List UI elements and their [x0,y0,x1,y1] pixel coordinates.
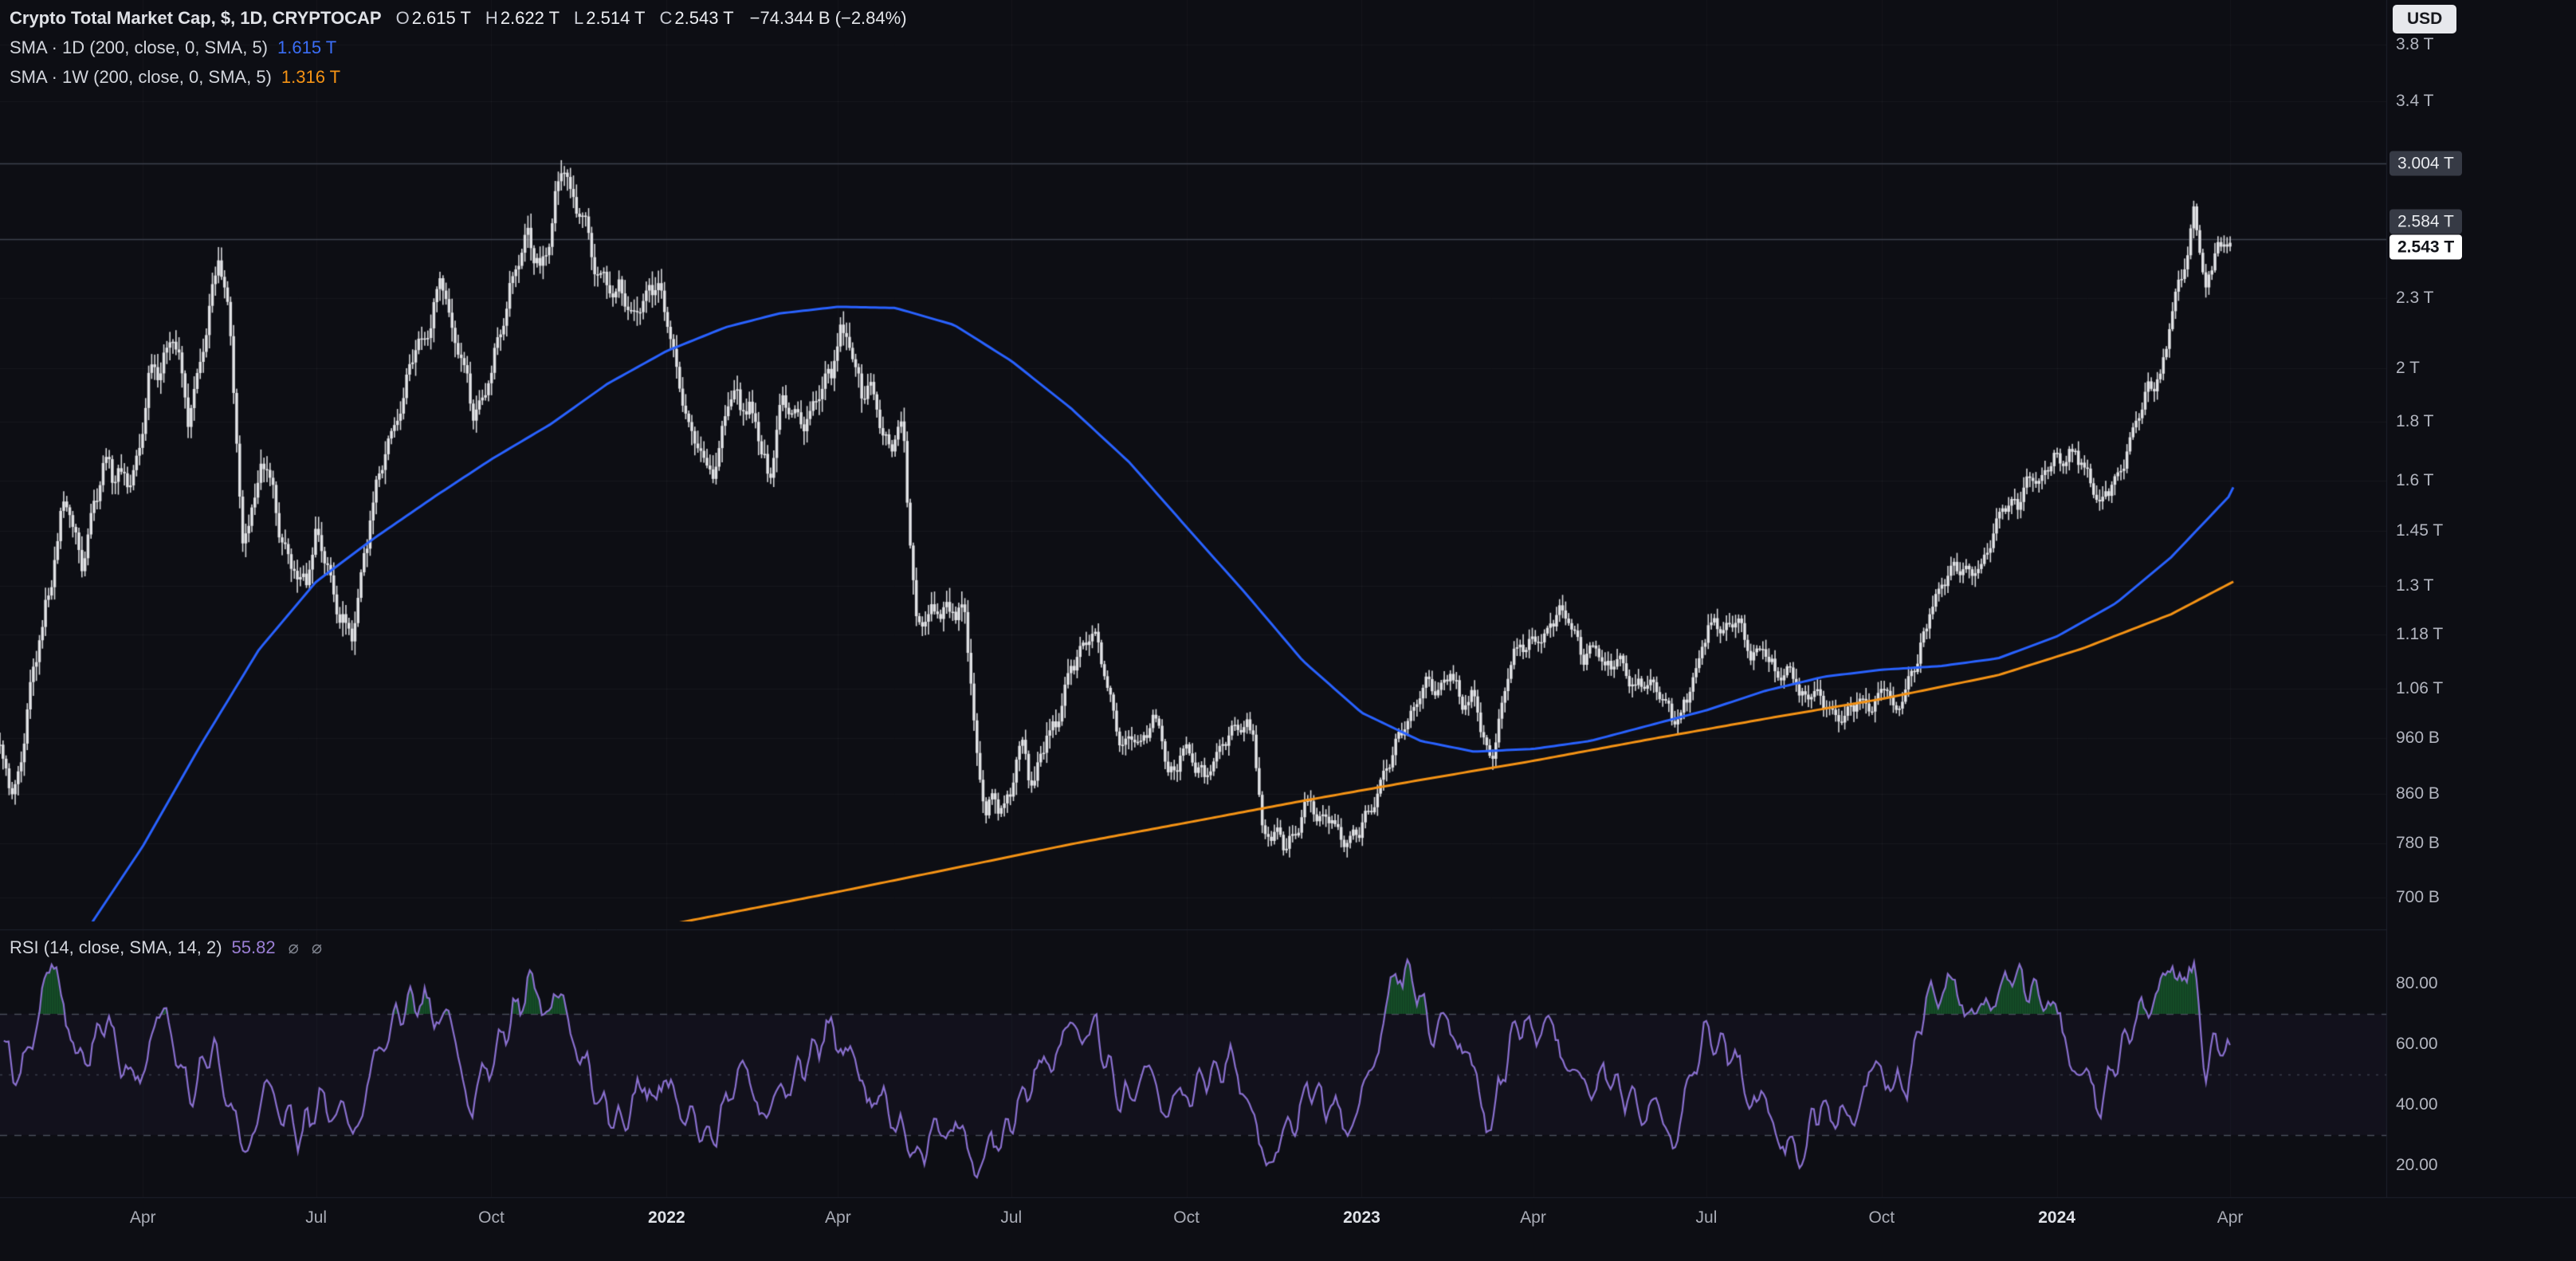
time-tick-label: Jul [1000,1208,1023,1227]
ohlc-high-value: 2.622 T [500,7,560,28]
rsi-value: 55.82 [231,937,276,957]
price-tick-label: 1.06 T [2396,678,2444,697]
indicator-row-sma-1d[interactable]: SMA · 1D (200, close, 0, SMA, 5) 1.615 T [10,33,907,62]
main-legend: Crypto Total Market Cap, $, 1D, CRYPTOCA… [10,3,907,92]
price-tick-label: 1.8 T [2396,411,2434,430]
rsi-tick-label: 80.00 [2396,974,2438,992]
ohlc-high-label: H [485,7,498,28]
time-tick-label: Oct [478,1208,505,1227]
symbol-title[interactable]: Crypto Total Market Cap, $, 1D, CRYPTOCA… [10,7,382,28]
price-tick-label: 2.3 T [2396,288,2434,307]
time-tick-label: 2022 [647,1208,685,1227]
ohlc-close-value: 2.543 T [674,7,734,28]
rsi-tick-label: 40.00 [2396,1095,2438,1114]
currency-button[interactable]: USD [2393,5,2457,33]
sma-1d-value: 1.615 T [277,37,337,57]
time-tick-label: 2023 [1343,1208,1380,1227]
sma-1w-label: SMA · 1W (200, close, 0, SMA, 5) [10,66,272,87]
ohlc-low-value: 2.514 T [586,7,646,28]
rsi-tick-label: 60.00 [2396,1035,2438,1053]
time-tick-label: Apr [2217,1208,2244,1227]
last-price-label: 2.543 T [2389,234,2463,260]
time-tick-label: Apr [825,1208,851,1227]
price-line-label[interactable]: 2.584 T [2389,209,2462,234]
time-tick-label: Oct [1868,1208,1895,1227]
price-tick-label: 700 B [2396,888,2440,906]
rsi-label: RSI (14, close, SMA, 14, 2) [10,937,222,957]
sma-1d-label: SMA · 1D (200, close, 0, SMA, 5) [10,37,269,57]
price-line-label[interactable]: 3.004 T [2389,151,2462,176]
price-tick-label: 780 B [2396,833,2440,852]
price-axis[interactable]: USD 3.8 T 3.4 T 2.3 T 2 T 1.8 T 1.6 T 1.45 T 1.… [2386,0,2576,1197]
time-tick-label: Apr [1520,1208,1546,1227]
price-tick-label: 960 B [2396,729,2440,748]
change-value: −74.344 B (−2.84%) [749,7,907,28]
price-tick-label: 2 T [2396,359,2420,378]
price-tick-label: 860 B [2396,784,2440,803]
price-tick-label: 1.45 T [2396,521,2444,540]
ohlc-open-value: 2.615 T [411,7,471,28]
time-tick-label: Jul [305,1208,328,1227]
price-tick-label: 1.6 T [2396,471,2434,490]
rsi-empty-icon-2[interactable]: ⌀ [311,937,323,957]
ohlc-low-label: L [574,7,584,28]
price-tick-label: 1.3 T [2396,576,2434,595]
time-axis[interactable]: Apr Jul Oct 2022 Apr Jul Oct 2023 Apr Jul Oct 2024 A… [0,1197,2386,1261]
rsi-legend[interactable]: RSI (14, close, SMA, 14, 2) 55.82 ⌀ ⌀ [10,937,322,958]
ohlc-open-label: O [395,7,410,28]
ohlc-close-label: C [659,7,673,28]
price-tick-label: 3.8 T [2396,35,2434,54]
time-tick-label: Apr [129,1208,156,1227]
time-tick-label: Jul [1695,1208,1718,1227]
price-tick-label: 3.4 T [2396,91,2434,110]
rsi-empty-icon-1[interactable]: ⌀ [288,937,299,957]
price-tick-label: 1.18 T [2396,624,2444,643]
rsi-tick-label: 20.00 [2396,1156,2438,1174]
sma-1w-value: 1.316 T [281,66,341,87]
time-tick-label: 2024 [2038,1208,2075,1227]
symbol-row: Crypto Total Market Cap, $, 1D, CRYPTOCA… [10,3,907,33]
indicator-row-sma-1w[interactable]: SMA · 1W (200, close, 0, SMA, 5) 1.316 T [10,62,907,92]
time-tick-label: Oct [1173,1208,1200,1227]
ohlc-values: O 2.615 T H 2.622 T L 2.514 T C 2.543 T −74.… [382,8,907,29]
